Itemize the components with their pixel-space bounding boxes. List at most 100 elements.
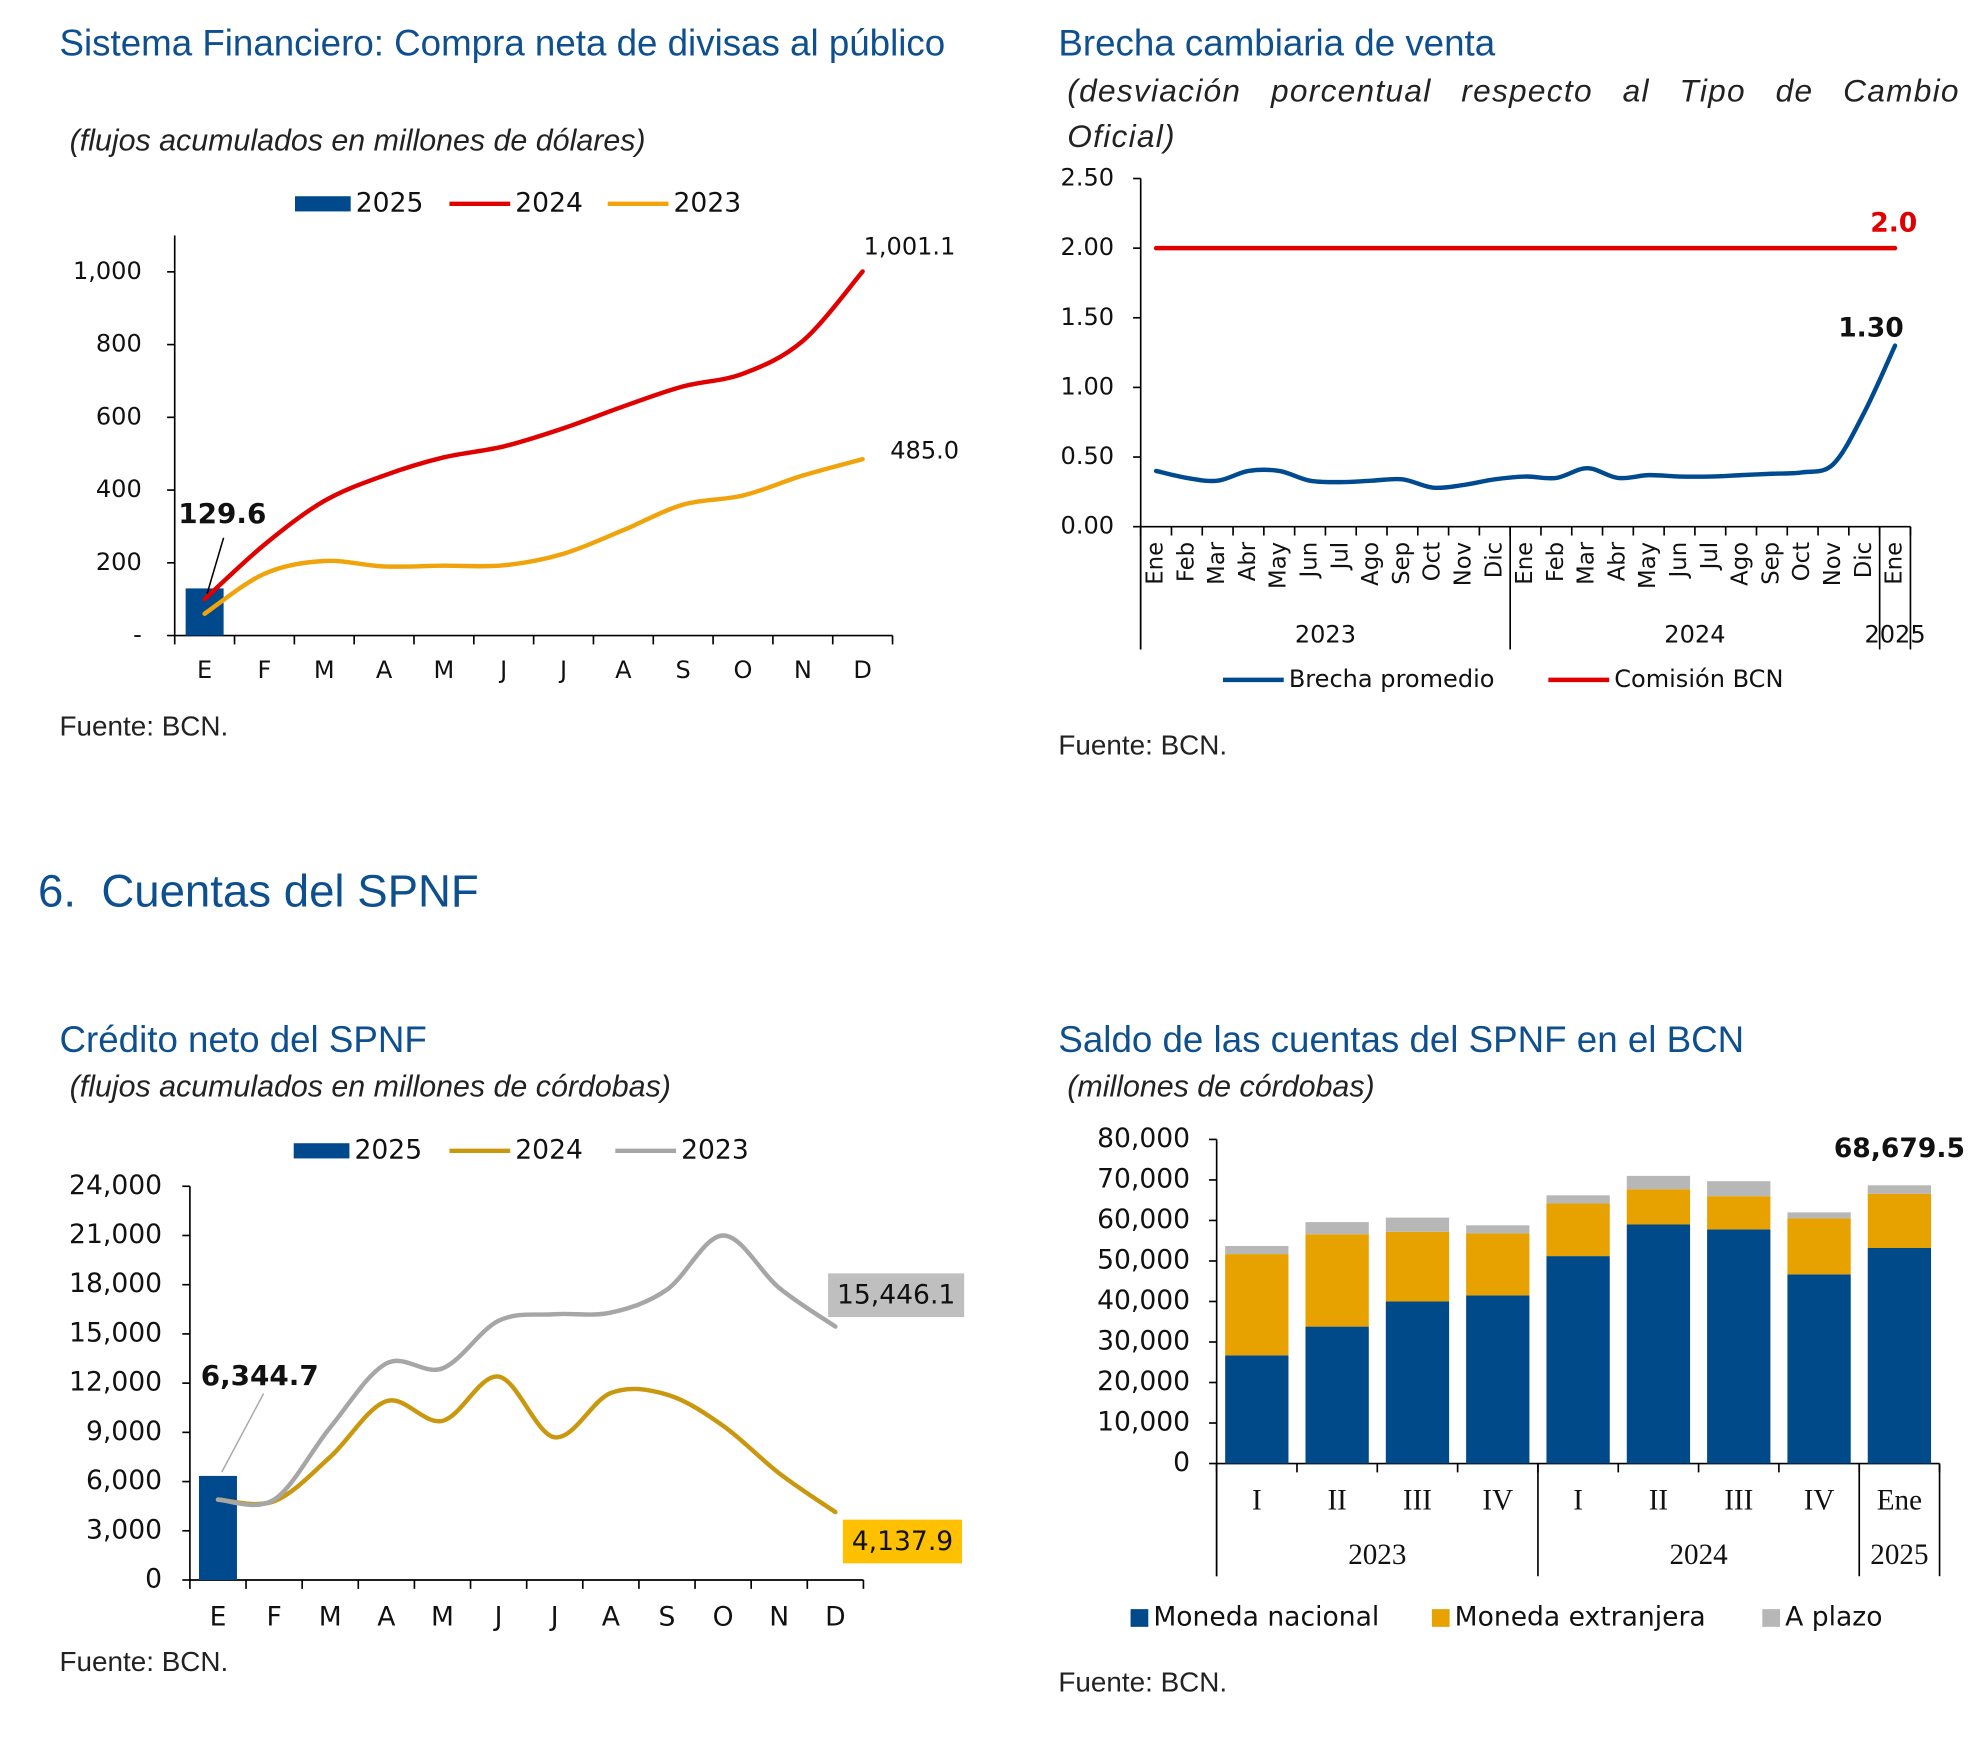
x-tick-label: II: [1649, 1484, 1668, 1516]
x-tick-label: Nov: [1450, 542, 1476, 586]
data-label: 1,001.1: [864, 232, 956, 260]
bar-segment: [1385, 1301, 1450, 1464]
x-tick-label: III: [1403, 1484, 1432, 1516]
bar-segment: [1466, 1225, 1530, 1234]
group-label: 2025: [1864, 621, 1925, 649]
chart-title: Saldo de las cuentas del SPNF en el BCN: [1058, 1020, 1745, 1061]
x-tick-label: F: [266, 1601, 281, 1632]
x-tick-label: M: [319, 1601, 342, 1632]
x-tick-label: N: [769, 1601, 789, 1632]
y-tick-label: 1.00: [1061, 372, 1115, 400]
bar-segment: [1626, 1175, 1691, 1190]
chart-subtitle: (flujos acumulados en millones de córdob…: [69, 1069, 671, 1104]
x-tick-label: O: [734, 656, 753, 684]
bar-segment: [1867, 1193, 1932, 1249]
y-tick-label: 10,000: [1097, 1407, 1190, 1438]
group-label: 2023: [1348, 1539, 1406, 1571]
y-tick-label: 600: [96, 402, 142, 430]
chart-subtitle: (flujos acumulados en millones de dólare…: [69, 124, 646, 159]
x-tick-label: Jun: [1297, 542, 1323, 580]
y-tick-label: 70,000: [1097, 1163, 1190, 1194]
x-tick-label: Oct: [1789, 542, 1815, 581]
y-tick-label: 1,000: [73, 257, 142, 285]
x-tick-label: Ene: [1512, 542, 1538, 585]
legend-label: Comisión BCN: [1614, 665, 1783, 693]
x-tick-label: Oct: [1420, 542, 1446, 581]
y-tick-label: 0: [145, 1564, 162, 1595]
y-tick-label: 18,000: [69, 1268, 162, 1299]
bar-segment: [1707, 1229, 1771, 1464]
x-tick-label: III: [1724, 1484, 1753, 1516]
x-tick-label: E: [197, 656, 212, 684]
legend-swatch: [1130, 1609, 1149, 1627]
bar-segment: [1225, 1254, 1289, 1356]
data-label-box: [828, 1273, 965, 1318]
data-label: 2.0: [1870, 208, 1917, 239]
y-tick-label: 20,000: [1097, 1366, 1190, 1397]
bar-segment: [1867, 1248, 1932, 1464]
x-tick-label: A: [376, 656, 393, 684]
x-tick-label: Abr: [1235, 541, 1261, 581]
bar-segment: [1466, 1233, 1530, 1296]
x-tick-label: M: [314, 656, 335, 684]
y-tick-label: -: [133, 621, 142, 649]
x-tick-label: Dic: [1851, 542, 1877, 578]
bar-segment: [1305, 1234, 1369, 1327]
bar-segment: [1707, 1181, 1771, 1197]
line: [202, 456, 865, 616]
x-tick-label: IV: [1804, 1484, 1835, 1516]
legend-label: 2023: [681, 1134, 749, 1165]
y-tick-label: 30,000: [1097, 1325, 1190, 1356]
leader-line: [206, 537, 225, 594]
y-tick-label: 6,000: [86, 1465, 162, 1496]
legend-label: 2024: [515, 187, 583, 218]
x-tick-label: J: [498, 656, 507, 684]
y-tick-label: 12,000: [69, 1367, 162, 1398]
y-tick-label: 1.50: [1061, 303, 1115, 331]
x-tick-label: Feb: [1173, 542, 1199, 582]
legend-label: Moneda nacional: [1153, 1601, 1379, 1632]
legend-label: Moneda extranjera: [1455, 1601, 1706, 1632]
x-tick-label: M: [431, 1601, 454, 1632]
x-tick-label: A: [377, 1601, 395, 1632]
y-tick-label: 60,000: [1097, 1204, 1190, 1235]
chart-title: Brecha cambiaria de venta: [1058, 24, 1496, 65]
bar-segment: [1466, 1295, 1530, 1464]
chart-source: Fuente: BCN.: [1058, 1666, 1228, 1698]
chart-source: Fuente: BCN.: [59, 710, 229, 742]
bar-segment: [1787, 1218, 1851, 1275]
x-tick-label: Sep: [1758, 542, 1784, 585]
bar-segment: [1385, 1231, 1450, 1302]
bar-segment: [1305, 1222, 1369, 1235]
y-tick-label: 21,000: [69, 1219, 162, 1250]
x-tick-label: May: [1635, 542, 1661, 589]
x-tick-label: Abr: [1604, 541, 1630, 581]
legend-label: 2025: [354, 1134, 422, 1165]
x-tick-label: Jul: [1327, 542, 1353, 571]
bar-segment: [1626, 1224, 1691, 1464]
y-tick-label: 40,000: [1097, 1285, 1190, 1316]
data-label: 485.0: [890, 437, 959, 465]
bar-segment: [1626, 1189, 1691, 1225]
x-tick-label: Mar: [1574, 541, 1600, 585]
legend-swatch: [1431, 1609, 1450, 1627]
x-tick-label: Nov: [1820, 542, 1846, 586]
data-label-box: [842, 1519, 963, 1564]
chart-subtitle: (millones de córdobas): [1067, 1069, 1375, 1104]
bar-segment: [1305, 1326, 1369, 1464]
leader-line: [221, 1393, 265, 1473]
x-tick-label: N: [794, 656, 812, 684]
legend-swatch: [1762, 1609, 1781, 1627]
x-tick-label: S: [676, 656, 691, 684]
bar-segment: [1546, 1203, 1610, 1257]
x-tick-label: Ene: [1143, 542, 1169, 585]
x-tick-label: May: [1266, 542, 1292, 589]
group-label: 2024: [1669, 1539, 1728, 1571]
chart-title: Sistema Financiero: Compra neta de divis…: [59, 24, 946, 65]
data-label: 1.30: [1838, 313, 1904, 344]
x-tick-label: Mar: [1204, 541, 1230, 585]
legend-label: 2023: [674, 187, 742, 218]
group-label: 2024: [1664, 621, 1725, 649]
y-tick-label: 2.00: [1061, 233, 1115, 261]
